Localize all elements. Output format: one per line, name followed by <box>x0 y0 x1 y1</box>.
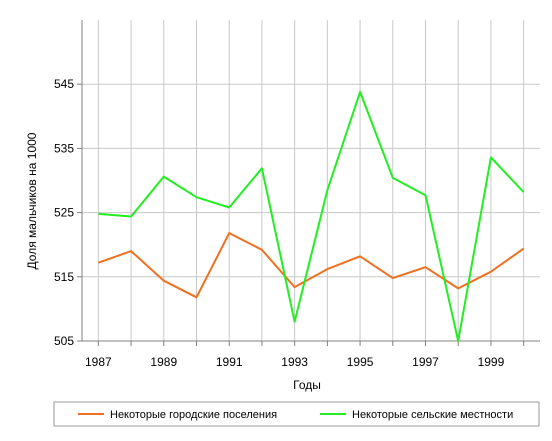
series-line-1 <box>98 232 525 299</box>
legend-box <box>53 401 540 427</box>
gridlines <box>82 20 540 342</box>
y-tick-label: 535 <box>54 141 74 155</box>
x-tick-label: 1989 <box>150 355 177 369</box>
x-tick-label: 1993 <box>281 355 308 369</box>
series-lines <box>98 90 525 342</box>
x-tick-label: 1995 <box>347 355 374 369</box>
x-tick-label: 1999 <box>478 355 505 369</box>
y-tick-label: 515 <box>54 270 74 284</box>
legend-items: Некоторые городские поселения Некоторые с… <box>78 409 513 421</box>
x-tick-label: 1997 <box>412 355 439 369</box>
series-line-2 <box>98 90 525 342</box>
x-tick-label: 1991 <box>216 355 243 369</box>
x-tick-label: 1987 <box>85 355 112 369</box>
y-tick-label: 545 <box>54 77 74 91</box>
legend-label: Некоторые городские поселения <box>110 409 277 421</box>
legend-label: Некоторые сельские местности <box>352 409 513 421</box>
y-axis-label: Доля мальчиков на 1000 <box>25 132 39 269</box>
y-tick-label: 525 <box>54 206 74 220</box>
legend: Некоторые городские поселения Некоторые с… <box>53 401 540 427</box>
x-axis-label: Годы <box>293 378 321 392</box>
tick-labels: 505 515 525 535 545 1987 1989 1991 1993 1995 1997 1… <box>54 77 505 369</box>
y-tick-label: 505 <box>54 334 74 348</box>
axes <box>77 20 540 346</box>
